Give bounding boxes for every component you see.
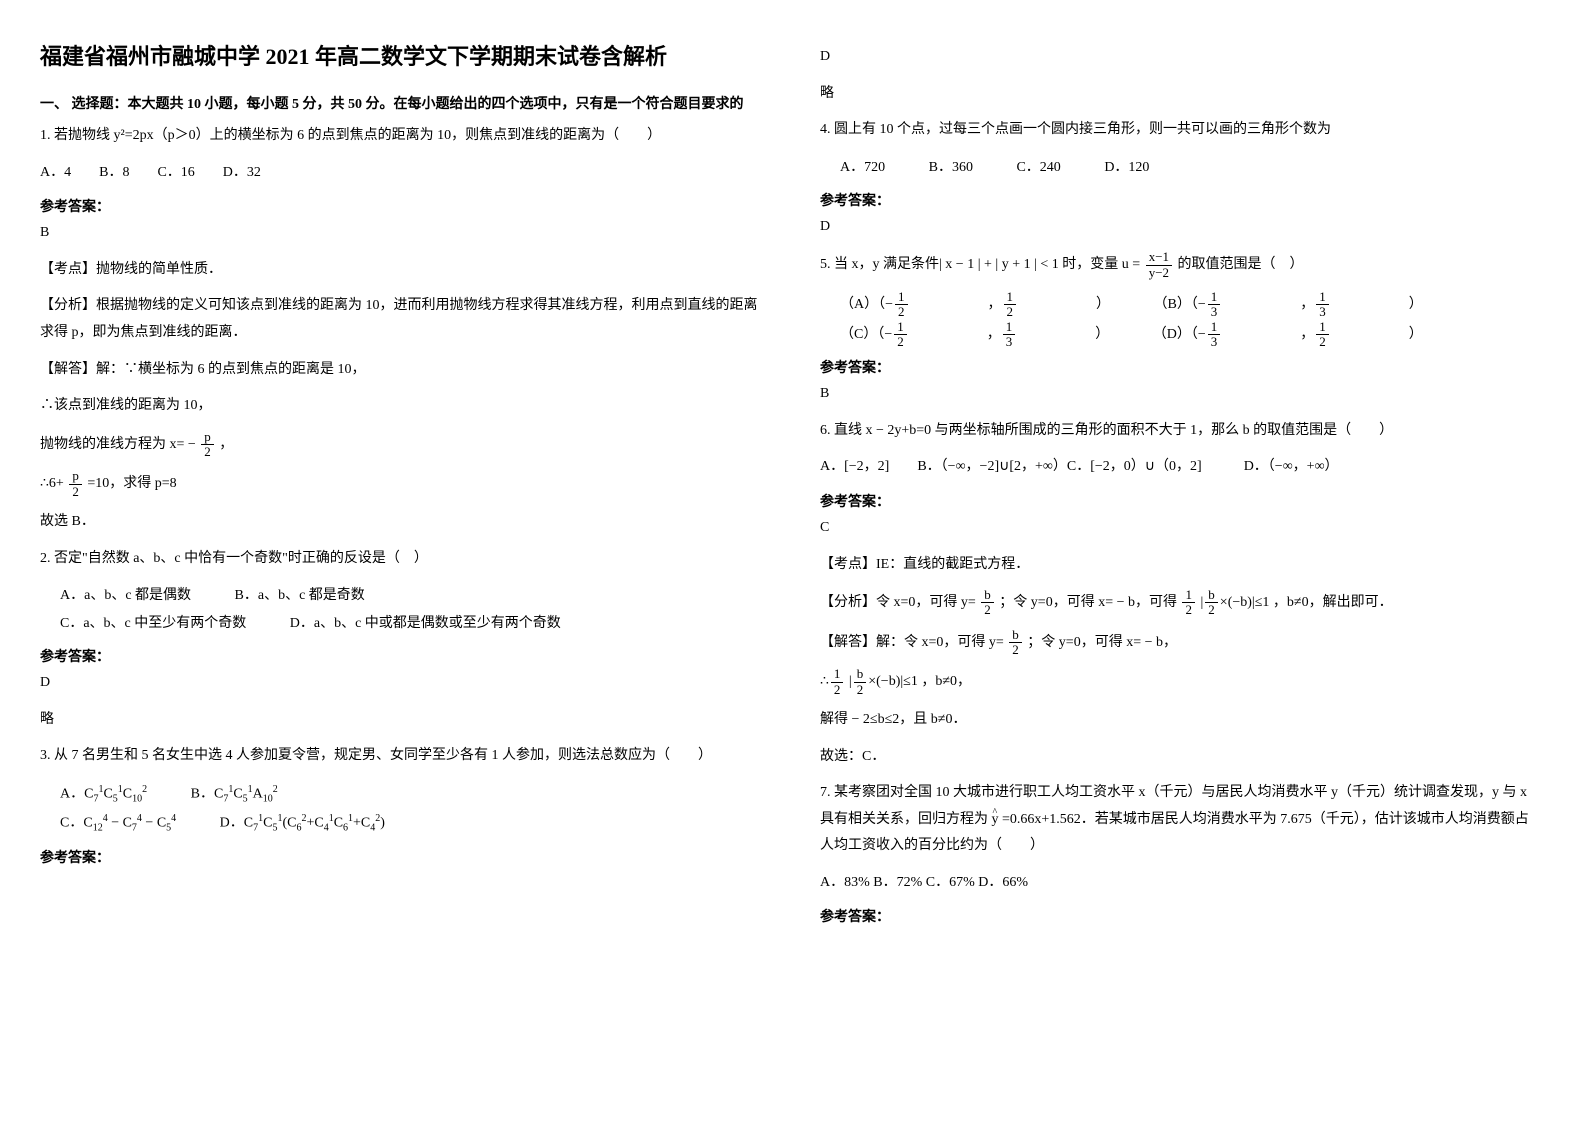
text: ∴6+	[40, 476, 64, 491]
option-b: （B）（−13，13）	[1154, 290, 1423, 320]
text: 的取值范围是（ ）	[1178, 257, 1304, 272]
q6-options: A．[−2，2] B．（−∞，−2]∪[2，+∞）C．[−2，0）∪（0，2] …	[820, 454, 1540, 481]
question-5: 5. 当 x，y 满足条件| x − 1 | + | y + 1 | < 1 时…	[820, 250, 1540, 280]
answer-label: 参考答案：	[820, 190, 1540, 210]
question-6: 6. 直线 x − 2y+b=0 与两坐标轴所围成的三角形的面积不大于 1，那么…	[820, 418, 1540, 445]
q2-answer: D	[40, 670, 760, 697]
q6-kaodian: 【考点】IE：直线的截距式方程．	[820, 552, 1540, 579]
option-b: B．C71C51A102	[191, 780, 278, 809]
q3-options: A．C71C51C102 B．C71C51A102 C．C124 − C74 −…	[60, 780, 760, 839]
question-7: 7. 某考察团对全国 10 大城市进行职工人均工资水平 x（千元）与居民人均消费…	[820, 780, 1540, 860]
text: =10，求得 p=8	[87, 476, 176, 491]
text: 抛物线的准线方程为 x= −	[40, 437, 196, 452]
option-c: C．a、b、c 中至少有两个奇数	[60, 610, 246, 638]
text: 【分析】令 x=0，可得 y=	[820, 595, 976, 610]
option-a: A．a、b、c 都是偶数	[60, 582, 191, 610]
text: 【解答】解：令 x=0，可得 y=	[820, 635, 1004, 650]
q3-answer: D	[820, 44, 1540, 71]
option-a: A．C71C51C102	[60, 780, 147, 809]
text: ；令 y=0，可得 x= − b，可得	[999, 595, 1177, 610]
fraction-b-over-2: b2	[981, 588, 994, 618]
fraction-p-over-2: p2	[69, 469, 82, 499]
q1-jieda-4: ∴6+ p2 =10，求得 p=8	[40, 469, 760, 499]
q6-answer: C	[820, 515, 1540, 542]
y-hat: y	[992, 812, 999, 827]
option-c: C．C124 − C74 − C54	[60, 809, 176, 838]
q6-jieda-3: 解得 − 2≤b≤2，且 b≠0．	[820, 707, 1540, 734]
q4-options: A．720 B．360 C．240 D．120	[840, 154, 1540, 182]
answer-label: 参考答案：	[820, 357, 1540, 377]
fraction-xm1-ym2: x−1y−2	[1146, 250, 1172, 280]
q7-options: A．83% B．72% C．67% D．66%	[820, 870, 1540, 897]
q2-options: A．a、b、c 都是偶数 B．a、b、c 都是奇数 C．a、b、c 中至少有两个…	[60, 582, 760, 638]
q4-answer: D	[820, 214, 1540, 241]
question-4: 4. 圆上有 10 个点，过每三个点画一个圆内接三角形，则一共可以画的三角形个数…	[820, 117, 1540, 144]
q1-fenxi: 【分析】根据抛物线的定义可知该点到准线的距离为 10，进而利用抛物线方程求得其准…	[40, 293, 760, 346]
option-a: （A）（−12，12）	[840, 290, 1110, 320]
answer-label: 参考答案：	[40, 196, 760, 216]
fraction-half: 12	[1182, 588, 1195, 618]
fraction-b-over-2: b2	[1009, 628, 1022, 658]
q1-jieda-3: 抛物线的准线方程为 x= − p2 ，	[40, 430, 760, 460]
q1-options: A．4 B．8 C．16 D．32	[40, 160, 760, 187]
question-2: 2. 否定"自然数 a、b、c 中恰有一个奇数"时正确的反设是（ ）	[40, 546, 760, 573]
q1-jieda-1: 【解答】解：∵横坐标为 6 的点到焦点的距离是 10，	[40, 357, 760, 384]
question-1: 1. 若抛物线 y²=2px（p＞0）上的横坐标为 6 的点到焦点的距离为 10…	[40, 123, 760, 150]
question-3: 3. 从 7 名男生和 5 名女生中选 4 人参加夏令营，规定男、女同学至少各有…	[40, 743, 760, 770]
q6-fenxi: 【分析】令 x=0，可得 y= b2 ；令 y=0，可得 x= − b，可得 1…	[820, 588, 1540, 618]
q5-options: （A）（−12，12） （B）（−13，13） （C）（−12，13） （D）（…	[840, 290, 1540, 349]
text: ，	[219, 437, 233, 452]
option-d: （D）（−13，12）	[1153, 320, 1423, 350]
q3-lue: 略	[820, 81, 1540, 108]
option-c: （C）（−12，13）	[840, 320, 1109, 350]
q5-answer: B	[820, 381, 1540, 408]
option-d: D．C71C51(C62+C41C61+C42)	[220, 809, 385, 838]
answer-label: 参考答案：	[40, 646, 760, 666]
q1-jieda-2: ∴该点到准线的距离为 10，	[40, 393, 760, 420]
fraction-p-over-2: p2	[201, 430, 214, 460]
fraction-b-over-2: b2	[854, 667, 867, 697]
text: ，b≠0，解出即可．	[1273, 595, 1393, 610]
option-b: B．360	[929, 154, 973, 182]
answer-label: 参考答案：	[40, 847, 760, 867]
option-c: C．240	[1016, 154, 1060, 182]
answer-label: 参考答案：	[820, 491, 1540, 511]
q2-lue: 略	[40, 707, 760, 734]
page-title: 福建省福州市融城中学 2021 年高二数学文下学期期末试卷含解析	[40, 40, 760, 73]
text: ，b≠0，	[921, 674, 971, 689]
answer-label: 参考答案：	[820, 906, 1540, 926]
q6-jieda-2: ∴12 |b2×(−b)|≤1 ，b≠0，	[820, 667, 1540, 697]
option-d: D．120	[1104, 154, 1149, 182]
section-header: 一、 选择题：本大题共 10 小题，每小题 5 分，共 50 分。在每小题给出的…	[40, 93, 760, 113]
q1-answer: B	[40, 220, 760, 247]
option-a: A．720	[840, 154, 885, 182]
q6-jieda-1: 【解答】解：令 x=0，可得 y= b2 ；令 y=0，可得 x= − b，	[820, 628, 1540, 658]
text: 5. 当 x，y 满足条件| x − 1 | + | y + 1 | < 1 时…	[820, 257, 1144, 272]
text: ；令 y=0，可得 x= − b，	[1027, 635, 1177, 650]
q1-kaodian: 【考点】抛物线的简单性质．	[40, 257, 760, 284]
option-d: D．a、b、c 中或都是偶数或至少有两个奇数	[290, 610, 561, 638]
fraction-half: 12	[831, 667, 844, 697]
fraction-b-over-2: b2	[1205, 588, 1218, 618]
q6-jieda-4: 故选：C．	[820, 744, 1540, 771]
q1-jieda-5: 故选 B．	[40, 509, 760, 536]
option-b: B．a、b、c 都是奇数	[235, 582, 365, 610]
